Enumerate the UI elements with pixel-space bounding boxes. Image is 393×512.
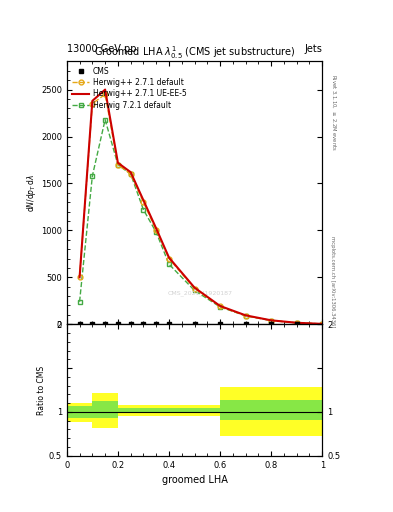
Legend: CMS, Herwig++ 2.7.1 default, Herwig++ 2.7.1 UE-EE-5, Herwig 7.2.1 default: CMS, Herwig++ 2.7.1 default, Herwig++ 2.… [69,63,189,113]
Title: Groomed LHA $\lambda^{1}_{0.5}$ (CMS jet substructure): Groomed LHA $\lambda^{1}_{0.5}$ (CMS jet… [94,45,295,61]
Text: mcplots.cern.ch [arXiv:1306.3436]: mcplots.cern.ch [arXiv:1306.3436] [330,236,335,327]
Y-axis label: Ratio to CMS: Ratio to CMS [37,366,46,415]
X-axis label: groomed LHA: groomed LHA [162,475,228,485]
Text: 13000 GeV pp: 13000 GeV pp [67,44,136,54]
Y-axis label: $\mathrm{d}N / \mathrm{d}p_T\,\mathrm{d}\lambda$: $\mathrm{d}N / \mathrm{d}p_T\,\mathrm{d}… [25,174,38,212]
Text: Jets: Jets [305,44,322,54]
Text: CMS_2021_I1920187: CMS_2021_I1920187 [167,290,232,295]
Text: Rivet 3.1.10, $\geq$ 2.2M events: Rivet 3.1.10, $\geq$ 2.2M events [330,74,338,151]
